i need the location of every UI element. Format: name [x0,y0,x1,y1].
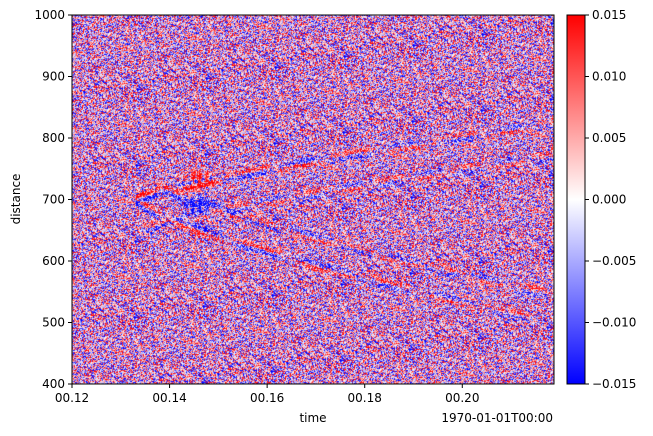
x-tick-label: 00.14 [152,391,186,405]
colorbar-tick-label: 0.010 [592,70,626,84]
x-tick-label: 00.12 [55,391,89,405]
y-axis-label: distance [9,174,23,225]
colorbar-tick-label: 0.000 [592,193,626,207]
colorbar [566,14,586,385]
y-tick-label: 500 [42,316,65,330]
x-tick-label: 00.18 [348,391,382,405]
x-axis-label: time [299,411,326,425]
y-tick-label: 400 [42,377,65,391]
y-axis-ticks: 400 500 600 700 800 900 1000 [34,8,72,391]
colorbar-ticks: −0.015 −0.010 −0.005 0.000 0.005 0.010 0.015 [585,8,636,391]
y-tick-label: 800 [42,131,65,145]
x-tick-label: 00.16 [250,391,284,405]
x-axis-offset-label: 1970-01-01T00:00 [441,411,553,425]
colorbar-tick-label: 0.005 [592,131,626,145]
colorbar-tick-label: −0.015 [592,377,636,391]
heatmap [72,15,554,384]
y-tick-label: 900 [42,70,65,84]
y-tick-label: 600 [42,254,65,268]
colorbar-tick-label: −0.005 [592,254,636,268]
colorbar-tick-label: 0.015 [592,8,626,22]
heatmap-image [72,15,554,384]
colorbar-tick-label: −0.010 [592,316,636,330]
y-tick-label: 700 [42,193,65,207]
y-tick-label: 1000 [34,8,65,22]
x-axis-ticks: 00.12 00.14 00.16 00.18 00.20 [55,384,479,405]
x-tick-label: 00.20 [445,391,479,405]
